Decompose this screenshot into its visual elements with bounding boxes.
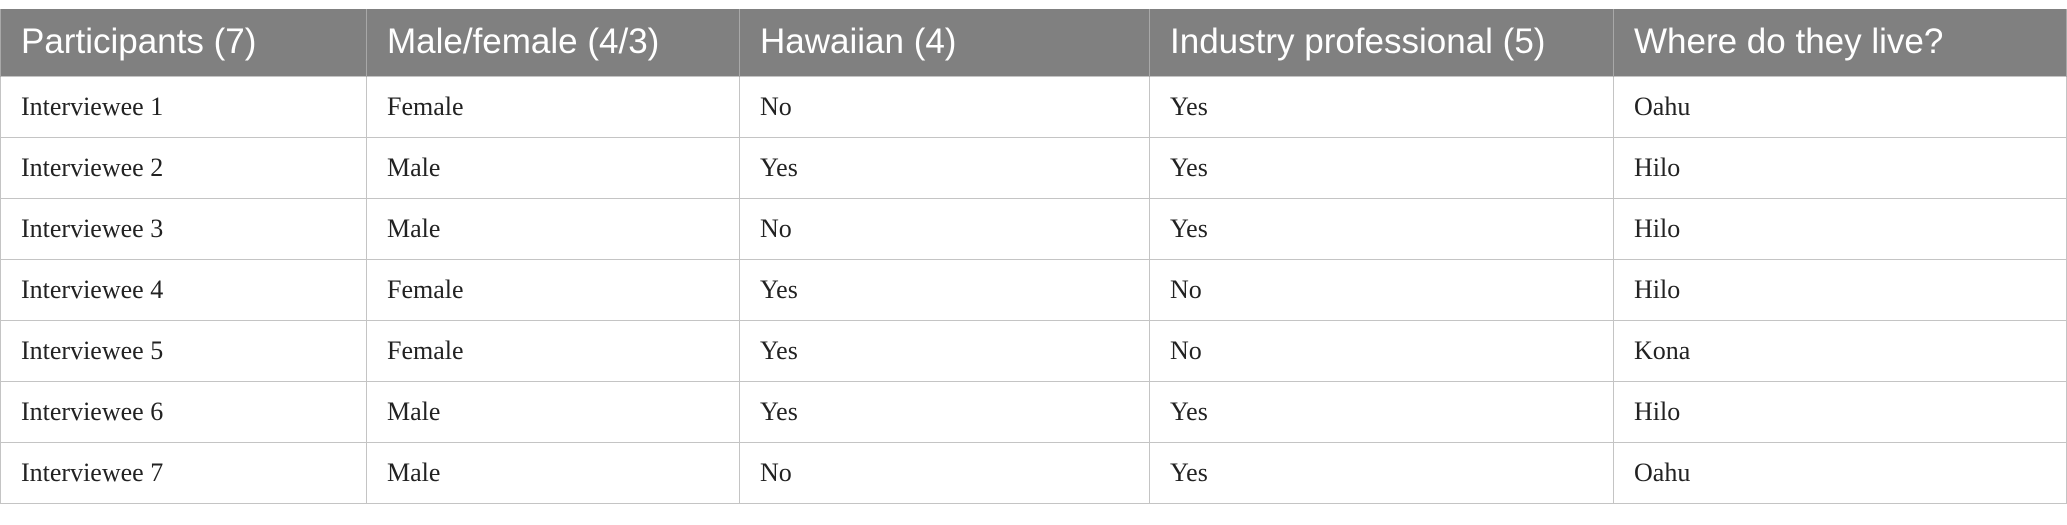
header-cell: Hawaiian (4)	[739, 9, 1150, 76]
table-cell: Female	[366, 319, 740, 382]
table-row: Interviewee 4 Female Yes No Hilo	[0, 258, 2067, 321]
header-cell: Where do they live?	[1613, 9, 2067, 76]
data-table: Participants (7) Male/female (4/3) Hawaiia…	[0, 9, 2067, 504]
table-cell: Oahu	[1613, 75, 2067, 138]
table-cell: No	[739, 197, 1150, 260]
table-cell: No	[739, 75, 1150, 138]
table-cell: Female	[366, 75, 740, 138]
table-row: Interviewee 1 Female No Yes Oahu	[0, 75, 2067, 138]
table-cell: Yes	[739, 136, 1150, 199]
table-cell: Hilo	[1613, 258, 2067, 321]
header-row: Participants (7) Male/female (4/3) Hawaiia…	[0, 9, 2067, 76]
table-cell: Interviewee 3	[0, 197, 367, 260]
table-cell: Yes	[1149, 441, 1614, 504]
table-cell: Yes	[1149, 380, 1614, 443]
table-cell: No	[1149, 319, 1614, 382]
table-header: Participants (7) Male/female (4/3) Hawaiia…	[0, 9, 2067, 76]
table-cell: Hilo	[1613, 197, 2067, 260]
table-cell: Yes	[1149, 75, 1614, 138]
table-cell: Interviewee 6	[0, 380, 367, 443]
table-cell: Kona	[1613, 319, 2067, 382]
table-row: Interviewee 5 Female Yes No Kona	[0, 319, 2067, 382]
table-cell: Yes	[1149, 136, 1614, 199]
header-cell: Male/female (4/3)	[366, 9, 740, 76]
table-cell: Yes	[739, 380, 1150, 443]
table-cell: Yes	[739, 258, 1150, 321]
table-cell: No	[1149, 258, 1614, 321]
table-cell: Hilo	[1613, 136, 2067, 199]
table-cell: Interviewee 5	[0, 319, 367, 382]
header-cell: Participants (7)	[0, 9, 367, 76]
table-row: Interviewee 3 Male No Yes Hilo	[0, 197, 2067, 260]
table-cell: Male	[366, 197, 740, 260]
table-cell: Male	[366, 441, 740, 504]
table-cell: Interviewee 2	[0, 136, 367, 199]
table-row: Interviewee 7 Male No Yes Oahu	[0, 441, 2067, 504]
table-cell: Yes	[739, 319, 1150, 382]
table-body: Interviewee 1 Female No Yes Oahu Interviewee …	[0, 75, 2067, 504]
table-cell: Oahu	[1613, 441, 2067, 504]
table-cell: Interviewee 4	[0, 258, 367, 321]
table-cell: Interviewee 7	[0, 441, 367, 504]
table-row: Interviewee 6 Male Yes Yes Hilo	[0, 380, 2067, 443]
table-cell: Hilo	[1613, 380, 2067, 443]
table-cell: Male	[366, 380, 740, 443]
table-cell: No	[739, 441, 1150, 504]
table-cell: Yes	[1149, 197, 1614, 260]
table-row: Interviewee 2 Male Yes Yes Hilo	[0, 136, 2067, 199]
table-cell: Male	[366, 136, 740, 199]
table-cell: Female	[366, 258, 740, 321]
table-cell: Interviewee 1	[0, 75, 367, 138]
header-cell: Industry professional (5)	[1149, 9, 1614, 76]
